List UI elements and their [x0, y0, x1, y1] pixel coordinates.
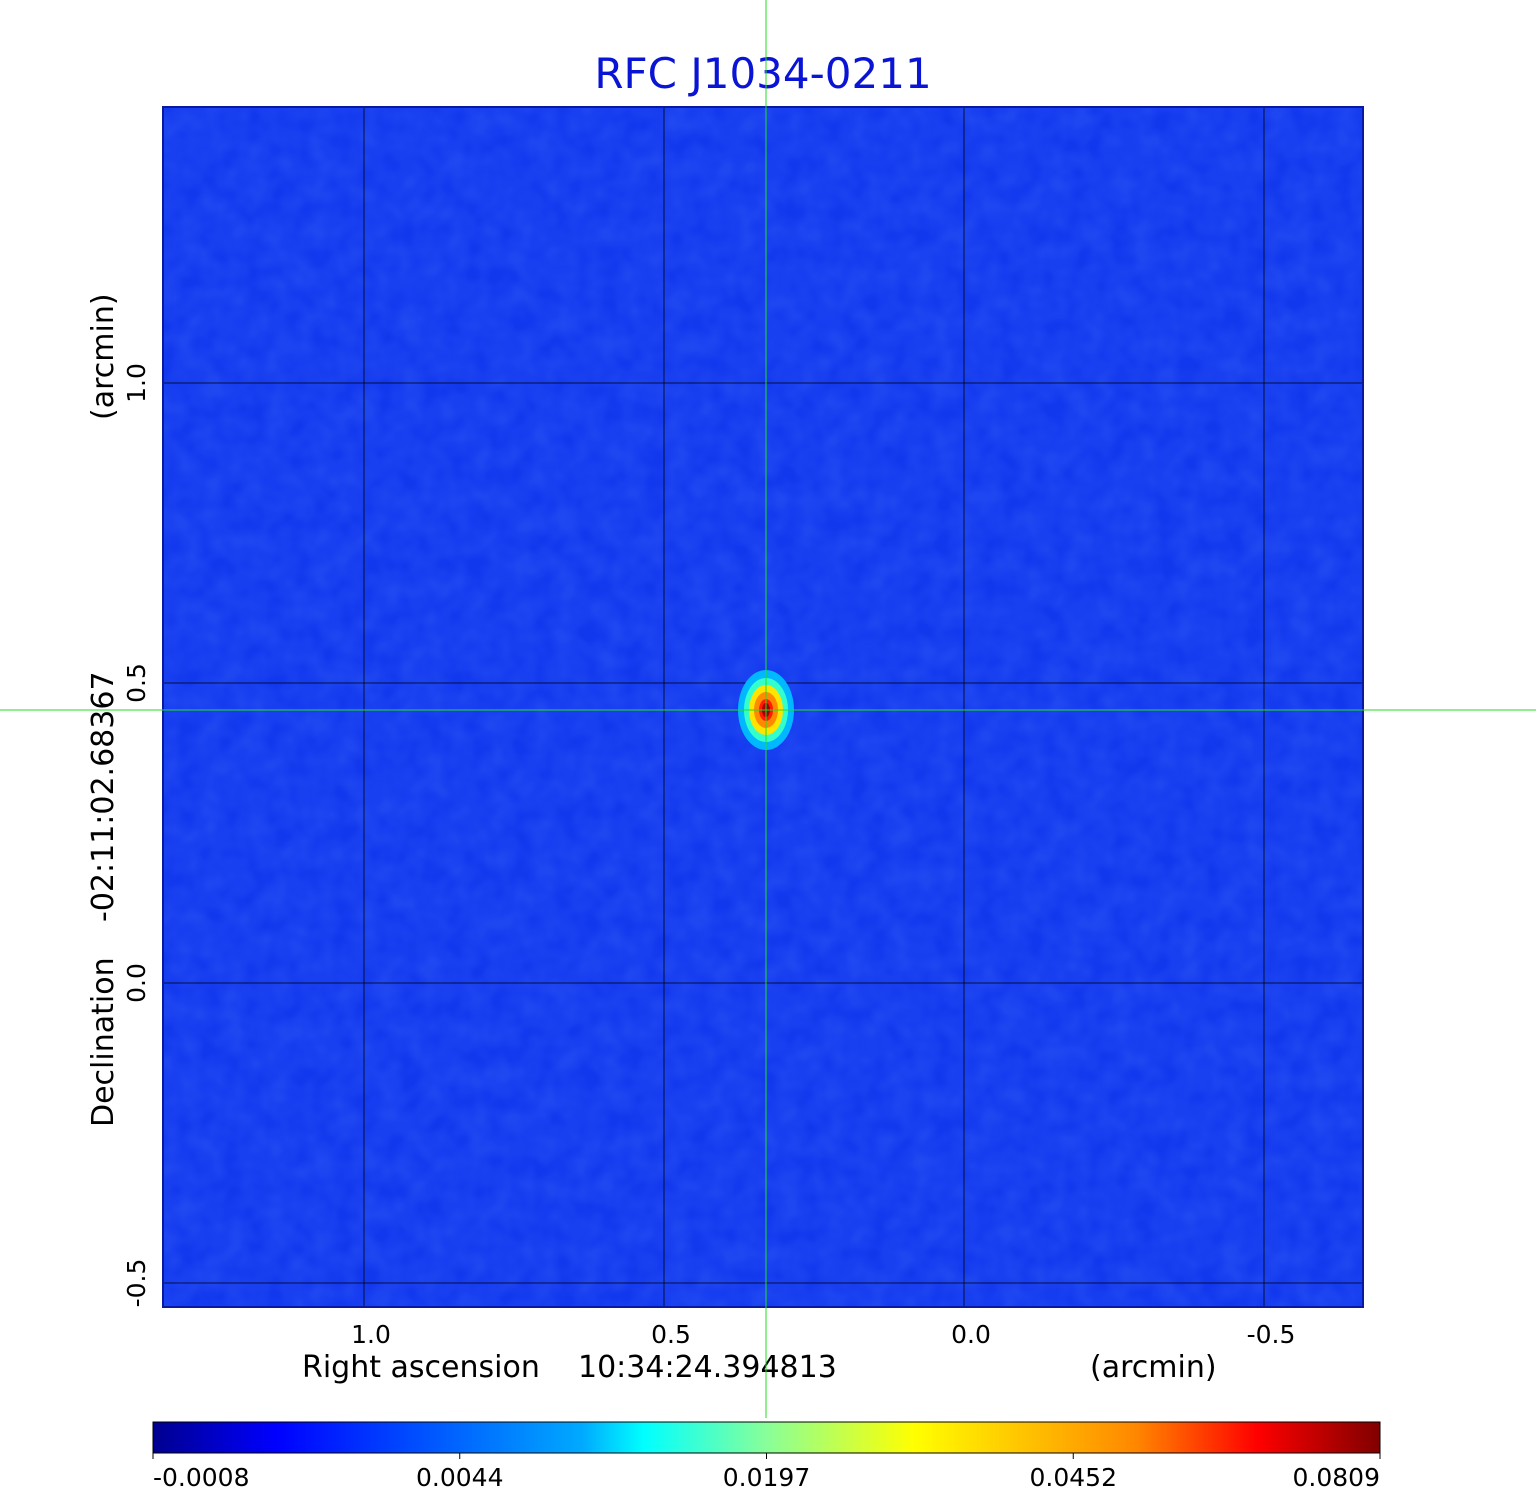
- image-frame: [162, 106, 1364, 1308]
- colorbar: [152, 1421, 1381, 1454]
- x-tick-label: -0.5: [1247, 1320, 1296, 1349]
- y-axis-center: -02:11:02.68367: [86, 671, 121, 922]
- y-axis-unit: (arcmin): [86, 293, 121, 420]
- image-panel: [163, 107, 1363, 1307]
- x-tick-label: 0.5: [651, 1320, 691, 1349]
- colorbar-tick-label: 0.0197: [723, 1463, 810, 1492]
- chart-title: RFC J1034-0211: [594, 49, 931, 98]
- x-tick-label: 1.0: [351, 1320, 391, 1349]
- y-tick-label: 0.5: [122, 663, 151, 703]
- y-tick-label: 0.0: [122, 963, 151, 1003]
- colorbar-tick-label: 0.0044: [416, 1463, 503, 1492]
- y-tick-label: 1.0: [122, 363, 151, 403]
- y-tick-label: -0.5: [122, 1259, 151, 1308]
- colorbar-tick-label: -0.0008: [153, 1463, 250, 1492]
- x-axis-unit: (arcmin): [1090, 1350, 1217, 1385]
- x-axis-center: 10:34:24.394813: [578, 1350, 837, 1385]
- x-axis-label: Right ascension: [302, 1350, 540, 1385]
- colorbar-tick-label: 0.0809: [1293, 1463, 1380, 1492]
- y-axis-label: Declination: [86, 957, 121, 1127]
- x-tick-label: 0.0: [951, 1320, 991, 1349]
- colorbar-tick-label: 0.0452: [1030, 1463, 1117, 1492]
